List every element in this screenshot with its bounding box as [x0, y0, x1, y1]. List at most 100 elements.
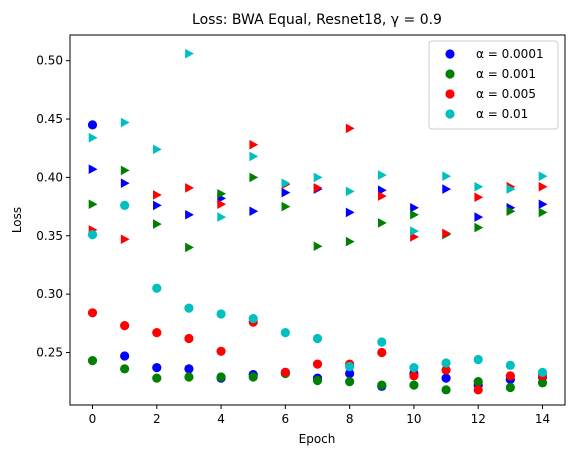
- series-1-circle-point: [216, 372, 226, 382]
- series-3-triangle-point: [120, 117, 130, 128]
- series-3-triangle-point: [217, 212, 227, 222]
- series-1-circle-point: [473, 377, 483, 387]
- series-1-circle-point: [345, 377, 355, 387]
- series-3-triangle-point: [377, 170, 387, 180]
- series-3-triangle-point: [249, 151, 259, 162]
- series-3-circle-point: [248, 314, 258, 324]
- series-1-triangle-point: [88, 199, 98, 210]
- series-1-triangle-point: [377, 218, 387, 228]
- y-tick-label: 0.50: [36, 54, 63, 68]
- series-0-triangle-point: [474, 212, 484, 222]
- y-axis-label: Loss: [10, 207, 24, 233]
- series-2-circle-point: [409, 371, 419, 381]
- plot-area: [87, 48, 548, 395]
- series-2-triangle-point: [249, 139, 259, 150]
- series-3-circle-point: [280, 328, 290, 338]
- legend-marker: [445, 69, 455, 79]
- series-3-triangle-point: [538, 171, 548, 182]
- x-tick-label: 2: [153, 412, 161, 426]
- series-3-circle-point: [312, 333, 323, 344]
- series-2-circle-point: [280, 367, 290, 377]
- series-3-triangle-point: [506, 184, 516, 194]
- series-0-triangle-point: [538, 199, 548, 210]
- series-2-circle-point: [441, 365, 451, 375]
- series-2-circle-point: [312, 359, 323, 369]
- series-2-triangle-point: [120, 234, 130, 245]
- legend-entry-label: α = 0.0001: [476, 47, 544, 61]
- legend-entry-label: α = 0.005: [476, 87, 536, 101]
- series-1-circle-point: [87, 356, 98, 366]
- series-3-triangle-point: [474, 181, 484, 192]
- series-0-circle-point: [152, 363, 162, 373]
- series-3-triangle-point: [152, 144, 162, 155]
- series-0-triangle-point: [88, 164, 98, 175]
- x-tick-label: 10: [406, 412, 421, 426]
- series-3-circle-point: [505, 360, 515, 370]
- series-1-circle-point: [441, 385, 451, 395]
- series-2-triangle-point: [185, 183, 194, 193]
- y-tick-label: 0.35: [36, 229, 63, 243]
- series-1-triangle-point: [281, 201, 291, 212]
- series-2-circle-point: [216, 346, 226, 356]
- legend-frame: [428, 40, 559, 130]
- series-3-circle-point: [120, 200, 130, 211]
- series-3-circle-point: [441, 358, 451, 368]
- series-2-triangle-point: [217, 199, 227, 210]
- series-3-circle-point: [537, 367, 548, 377]
- x-axis: 0 2 4 6 8 10 12 14: [89, 405, 550, 426]
- series-3-triangle-point: [410, 226, 419, 236]
- series-2-circle-point: [152, 328, 162, 338]
- series-3-triangle-point: [88, 132, 98, 143]
- series-2-circle-point: [377, 347, 387, 358]
- series-1-triangle-point: [506, 206, 516, 217]
- x-tick-label: 14: [535, 412, 550, 426]
- y-axis: 0.25 0.30 0.35 0.40 0.45 0.50: [36, 54, 70, 359]
- chart-title: Loss: BWA Equal, Resnet18, γ = 0.9: [192, 12, 442, 28]
- series-1-circle-point: [120, 364, 130, 374]
- series-2-circle-point: [120, 321, 130, 331]
- series-0-triangle-point: [249, 206, 259, 217]
- x-tick-label: 0: [89, 412, 97, 426]
- legend-marker: [445, 89, 455, 99]
- series-2-triangle-point: [538, 181, 548, 192]
- series-1-circle-point: [377, 380, 387, 390]
- series-2-triangle-point: [474, 192, 484, 203]
- series-2-circle-point: [184, 333, 194, 344]
- series-3-circle-point: [377, 337, 387, 347]
- series-1-triangle-point: [538, 207, 548, 218]
- series-0-triangle-point: [442, 184, 452, 194]
- legend: α = 0.0001 α = 0.001 α = 0.005 α = 0.01: [428, 40, 559, 130]
- series-1-circle-point: [312, 375, 323, 386]
- series-2-triangle-point: [313, 183, 323, 193]
- series-0-triangle-point: [410, 202, 419, 213]
- series-3-triangle-point: [281, 178, 291, 189]
- series-0-circle-point: [184, 364, 194, 374]
- series-1-triangle-point: [185, 242, 194, 253]
- series-0-triangle-point: [152, 200, 162, 211]
- series-1-circle-point: [409, 380, 419, 390]
- series-1-triangle-point: [249, 172, 259, 183]
- legend-marker: [445, 109, 455, 119]
- series-3-circle-point: [87, 229, 98, 240]
- x-axis-label: Epoch: [299, 432, 336, 446]
- series-2-triangle-point: [442, 228, 452, 239]
- x-tick-label: 6: [282, 412, 290, 426]
- series-2-triangle-point: [345, 123, 355, 134]
- y-tick-label: 0.30: [36, 287, 63, 301]
- series-0-circle-point: [87, 120, 98, 130]
- series-3-circle-point: [216, 309, 226, 319]
- series-0-triangle-point: [185, 209, 194, 220]
- x-tick-label: 12: [471, 412, 486, 426]
- x-tick-label: 4: [217, 412, 225, 426]
- series-3-circle-point: [473, 354, 483, 365]
- legend-entry-label: α = 0.01: [476, 107, 528, 121]
- y-tick-label: 0.40: [36, 170, 63, 184]
- series-1-triangle-point: [313, 241, 323, 252]
- series-0-circle-point: [120, 351, 130, 361]
- series-3-circle-point: [409, 363, 419, 373]
- y-tick-label: 0.45: [36, 112, 63, 126]
- series-0-circle-point: [345, 368, 355, 379]
- y-tick-label: 0.25: [36, 345, 63, 359]
- series-1-circle-point: [505, 382, 515, 393]
- series-3-circle-point: [184, 303, 194, 313]
